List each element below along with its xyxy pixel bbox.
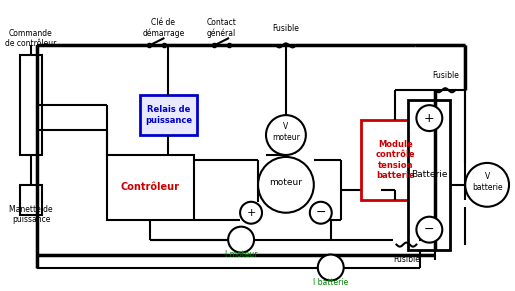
Text: Contact
général: Contact général <box>206 18 236 38</box>
Circle shape <box>465 163 509 207</box>
Text: Clé de
démarrage: Clé de démarrage <box>142 18 184 38</box>
Circle shape <box>266 115 306 155</box>
Text: Module
contrôle
tension
batterie: Module contrôle tension batterie <box>375 140 415 180</box>
Text: +: + <box>424 112 435 125</box>
FancyBboxPatch shape <box>20 185 42 215</box>
Text: V
batterie: V batterie <box>472 172 503 191</box>
Text: Manette de
puissance: Manette de puissance <box>9 205 53 224</box>
FancyBboxPatch shape <box>360 120 431 200</box>
Text: −: − <box>316 206 326 219</box>
Text: Commande
de contrôleur: Commande de contrôleur <box>5 29 57 48</box>
Text: Fusible: Fusible <box>272 24 299 33</box>
Circle shape <box>417 105 442 131</box>
Text: I moteur: I moteur <box>225 250 258 259</box>
Circle shape <box>258 157 314 213</box>
Circle shape <box>240 202 262 224</box>
Text: Fusible: Fusible <box>432 71 459 80</box>
Circle shape <box>417 217 442 243</box>
FancyBboxPatch shape <box>408 100 450 250</box>
Circle shape <box>228 227 254 253</box>
FancyBboxPatch shape <box>140 95 197 135</box>
Text: I batterie: I batterie <box>313 278 348 287</box>
Text: moteur: moteur <box>269 178 302 187</box>
Text: −: − <box>424 223 435 236</box>
Text: +: + <box>246 208 256 218</box>
Text: Relais de
puissance: Relais de puissance <box>145 105 192 125</box>
Text: Fusible: Fusible <box>393 255 420 264</box>
Circle shape <box>310 202 332 224</box>
FancyBboxPatch shape <box>107 155 194 220</box>
Text: Batterie: Batterie <box>411 171 448 179</box>
Text: Contrôleur: Contrôleur <box>121 182 180 192</box>
Text: V
moteur: V moteur <box>272 122 300 142</box>
Circle shape <box>318 255 344 281</box>
FancyBboxPatch shape <box>20 55 42 155</box>
